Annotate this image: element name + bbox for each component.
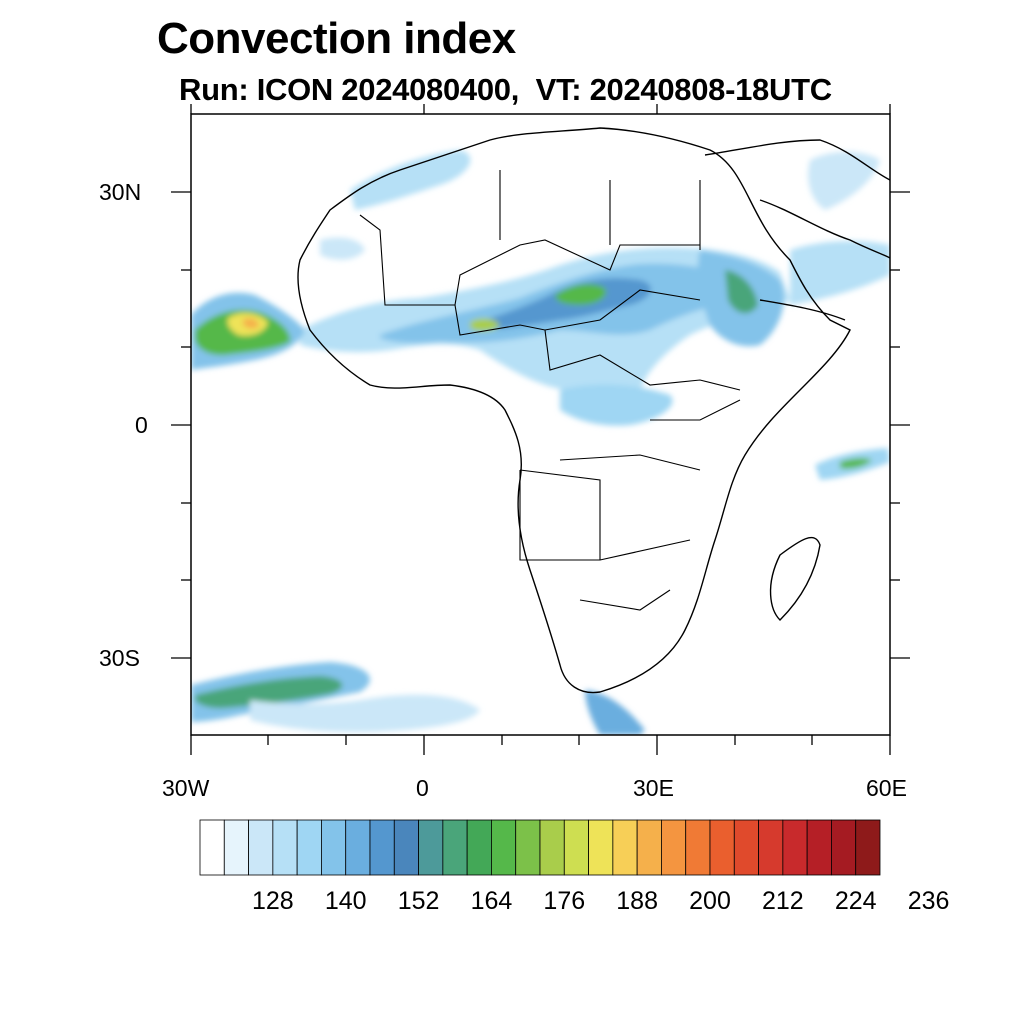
- colorbar-label: 152: [397, 887, 440, 915]
- colorbar-box: [831, 819, 857, 876]
- colorbar-box: [296, 819, 322, 876]
- colorbar-label: 164: [470, 887, 513, 915]
- southern-band-core: [195, 676, 343, 709]
- colorbar-box: [563, 819, 589, 876]
- colorbar-label: 224: [834, 887, 877, 915]
- chart-subtitle: Run: ICON 2024080400, VT: 20240808-18UTC: [179, 72, 832, 107]
- colorbar-label: 200: [689, 887, 731, 915]
- colorbar-box: [248, 819, 274, 876]
- atlantic-system-orange: [243, 318, 259, 329]
- x-label-30w: 30W: [162, 775, 210, 801]
- arabia-coast: [759, 199, 890, 259]
- africa-coastline: [297, 127, 851, 694]
- colorbar-box: [733, 819, 759, 876]
- colorbar-box: [223, 819, 249, 876]
- colorbar-box: [782, 819, 808, 876]
- colorbar-box: [345, 819, 371, 876]
- colorbar-box: [466, 819, 492, 876]
- sahel-cell-yellowgreen: [470, 318, 500, 332]
- border-equatorial: [559, 399, 741, 471]
- colorbar-box: [758, 819, 784, 876]
- colorbar-label: 176: [543, 887, 586, 915]
- colorbar-box: [636, 819, 662, 876]
- colorbar-box: [393, 819, 419, 876]
- chart-title: Convection index: [157, 14, 516, 63]
- colorbar-box: [855, 819, 881, 876]
- gulf-of-aden-coast: [759, 299, 846, 321]
- middle-east-field: [808, 151, 880, 210]
- colorbar-box: [515, 819, 541, 876]
- colorbar-box: [369, 819, 395, 876]
- north-africa-field: [350, 150, 471, 210]
- colorbar-label: 188: [616, 887, 658, 915]
- southern-band-tail: [250, 694, 480, 733]
- border-central: [544, 329, 741, 391]
- colorbar-box: [272, 819, 298, 876]
- map-background: [191, 114, 890, 735]
- colorbar-box: [612, 819, 638, 876]
- colorbar-box: [806, 819, 832, 876]
- coastlines: [297, 127, 890, 694]
- western-sahara-field: [320, 237, 365, 260]
- colorbar-box: [321, 819, 347, 876]
- y-label-30n: 30N: [99, 179, 142, 205]
- ethiopia-core: [725, 270, 758, 314]
- y-label-0: 0: [135, 412, 148, 438]
- y-label-30s: 30S: [99, 645, 140, 671]
- colorbar-box: [685, 819, 711, 876]
- x-label-30e: 30E: [633, 775, 674, 801]
- colorbar-box: [539, 819, 565, 876]
- country-borders: [359, 170, 741, 611]
- colorbar-label: 236: [907, 887, 950, 915]
- colorbar-label: 128: [251, 887, 294, 915]
- central-africa-field: [560, 384, 673, 426]
- colorbar-box: [491, 819, 517, 876]
- sahel-cell-green: [555, 284, 606, 305]
- madagascar-coastline: [769, 536, 821, 621]
- map-area: [191, 114, 890, 735]
- colorbar-label: 140: [324, 887, 367, 915]
- arabia-field: [790, 240, 890, 305]
- colorbar-box: [442, 819, 468, 876]
- colorbar-box: [199, 819, 225, 876]
- mediterranean-east-coast: [704, 139, 890, 181]
- axis-ticks: [171, 104, 910, 755]
- colorbar-label: 212: [761, 887, 804, 915]
- colorbar: [199, 819, 881, 876]
- colorbar-box: [661, 819, 687, 876]
- colorbar-box: [418, 819, 444, 876]
- colorbar-box: [709, 819, 735, 876]
- border-south: [519, 469, 691, 611]
- south-africa-field: [585, 690, 645, 735]
- colorbar-box: [588, 819, 614, 876]
- indian-ocean-core: [840, 458, 872, 469]
- border-north: [499, 170, 701, 250]
- x-label-60e: 60E: [866, 775, 907, 801]
- x-label-0: 0: [416, 775, 429, 801]
- convection-field: [191, 150, 890, 735]
- border-sahara: [359, 214, 700, 306]
